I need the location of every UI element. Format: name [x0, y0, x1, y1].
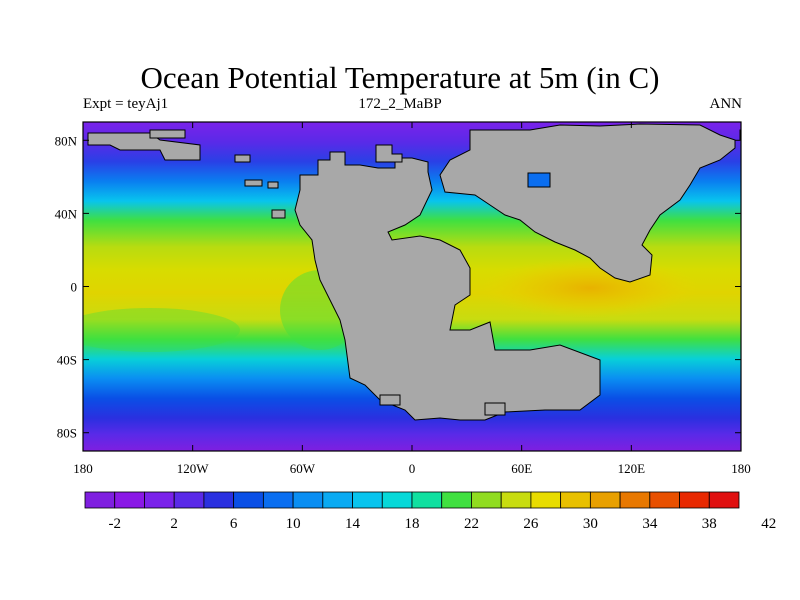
colorbar-label: 10: [286, 516, 301, 532]
colorbar-label: 6: [230, 516, 238, 532]
colorbar-swatch: [203, 491, 235, 509]
warm-pool: [480, 258, 700, 318]
cool-tongue-west: [83, 308, 240, 352]
land: [87, 123, 741, 421]
annual-label: ANN: [709, 96, 743, 112]
colorbar-label: 18: [405, 516, 420, 532]
y-tick-label: 40S: [57, 353, 77, 368]
colorbar-swatch: [114, 491, 145, 509]
x-tick-label: 120W: [177, 461, 210, 476]
island-south-atlantic: [379, 394, 401, 406]
colorbar-label: 2: [170, 516, 178, 532]
colorbar-swatch: [322, 491, 353, 509]
colorbar-swatch: [560, 491, 591, 509]
colorbar-swatch: [530, 491, 562, 509]
inland-sea: [527, 172, 551, 188]
colorbar-label: 22: [464, 516, 479, 532]
island-arctic-b: [234, 154, 251, 163]
colorbar-swatch: [381, 491, 413, 509]
colorbar-swatch: [589, 491, 621, 509]
colorbar-swatch: [500, 491, 532, 509]
map-title: Ocean Potential Temperature at 5m (in C): [140, 60, 660, 95]
landmass-main-west: [294, 151, 601, 421]
x-tick-label: 180: [731, 461, 751, 476]
colorbar-swatch: [471, 491, 502, 509]
colorbar-swatch: [708, 491, 740, 509]
colorbar-label: -2: [108, 516, 121, 532]
y-tick-label: 80N: [55, 133, 78, 148]
x-tick-label: 0: [409, 461, 416, 476]
colorbar-swatch: [233, 491, 264, 509]
x-tick-label: 120E: [618, 461, 646, 476]
island-arctic-a: [149, 129, 186, 139]
colorbar-label: 30: [583, 516, 598, 532]
colorbar: -2 2 6 10 14 18 22 26 30 34 38 42: [84, 491, 776, 532]
y-axis: 80N 40N 0 40S 80S: [55, 133, 741, 441]
colorbar-swatch: [292, 491, 324, 509]
landmass-main-east: [439, 123, 736, 283]
x-axis: 180 120W 60W 0 60E 120E 180: [73, 122, 751, 476]
colorbar-swatch: [411, 491, 443, 509]
island-north-small-b: [267, 181, 279, 189]
y-tick-label: 0: [71, 280, 78, 295]
island-north-small-a: [244, 179, 263, 187]
island-north-atlantic: [375, 144, 403, 163]
colorbar-label: 14: [345, 516, 361, 532]
y-tick-label: 40N: [55, 206, 78, 221]
colorbar-swatch: [619, 491, 651, 509]
y-tick-label: 80S: [57, 426, 77, 441]
map-field: [83, 122, 741, 451]
colorbar-label: 38: [702, 516, 717, 532]
island-north-pacific: [271, 209, 286, 219]
colorbar-label: 42: [761, 516, 776, 532]
period-label: 172_2_MaBP: [358, 96, 442, 112]
colorbar-swatch: [144, 491, 175, 509]
colorbar-swatch: [649, 491, 680, 509]
x-tick-label: 60W: [290, 461, 316, 476]
colorbar-label: 34: [642, 516, 658, 532]
colorbar-swatch: [352, 491, 383, 509]
colorbar-swatch: [84, 491, 116, 509]
colorbar-swatch: [441, 491, 472, 509]
island-southern-ocean: [484, 402, 506, 416]
colorbar-swatch: [173, 491, 205, 509]
colorbar-swatch: [679, 491, 710, 509]
x-tick-label: 180: [73, 461, 93, 476]
colorbar-label: 26: [523, 516, 539, 532]
colorbar-swatch: [262, 491, 294, 509]
x-tick-label: 60E: [511, 461, 532, 476]
experiment-label: Expt = teyAj1: [83, 96, 169, 112]
